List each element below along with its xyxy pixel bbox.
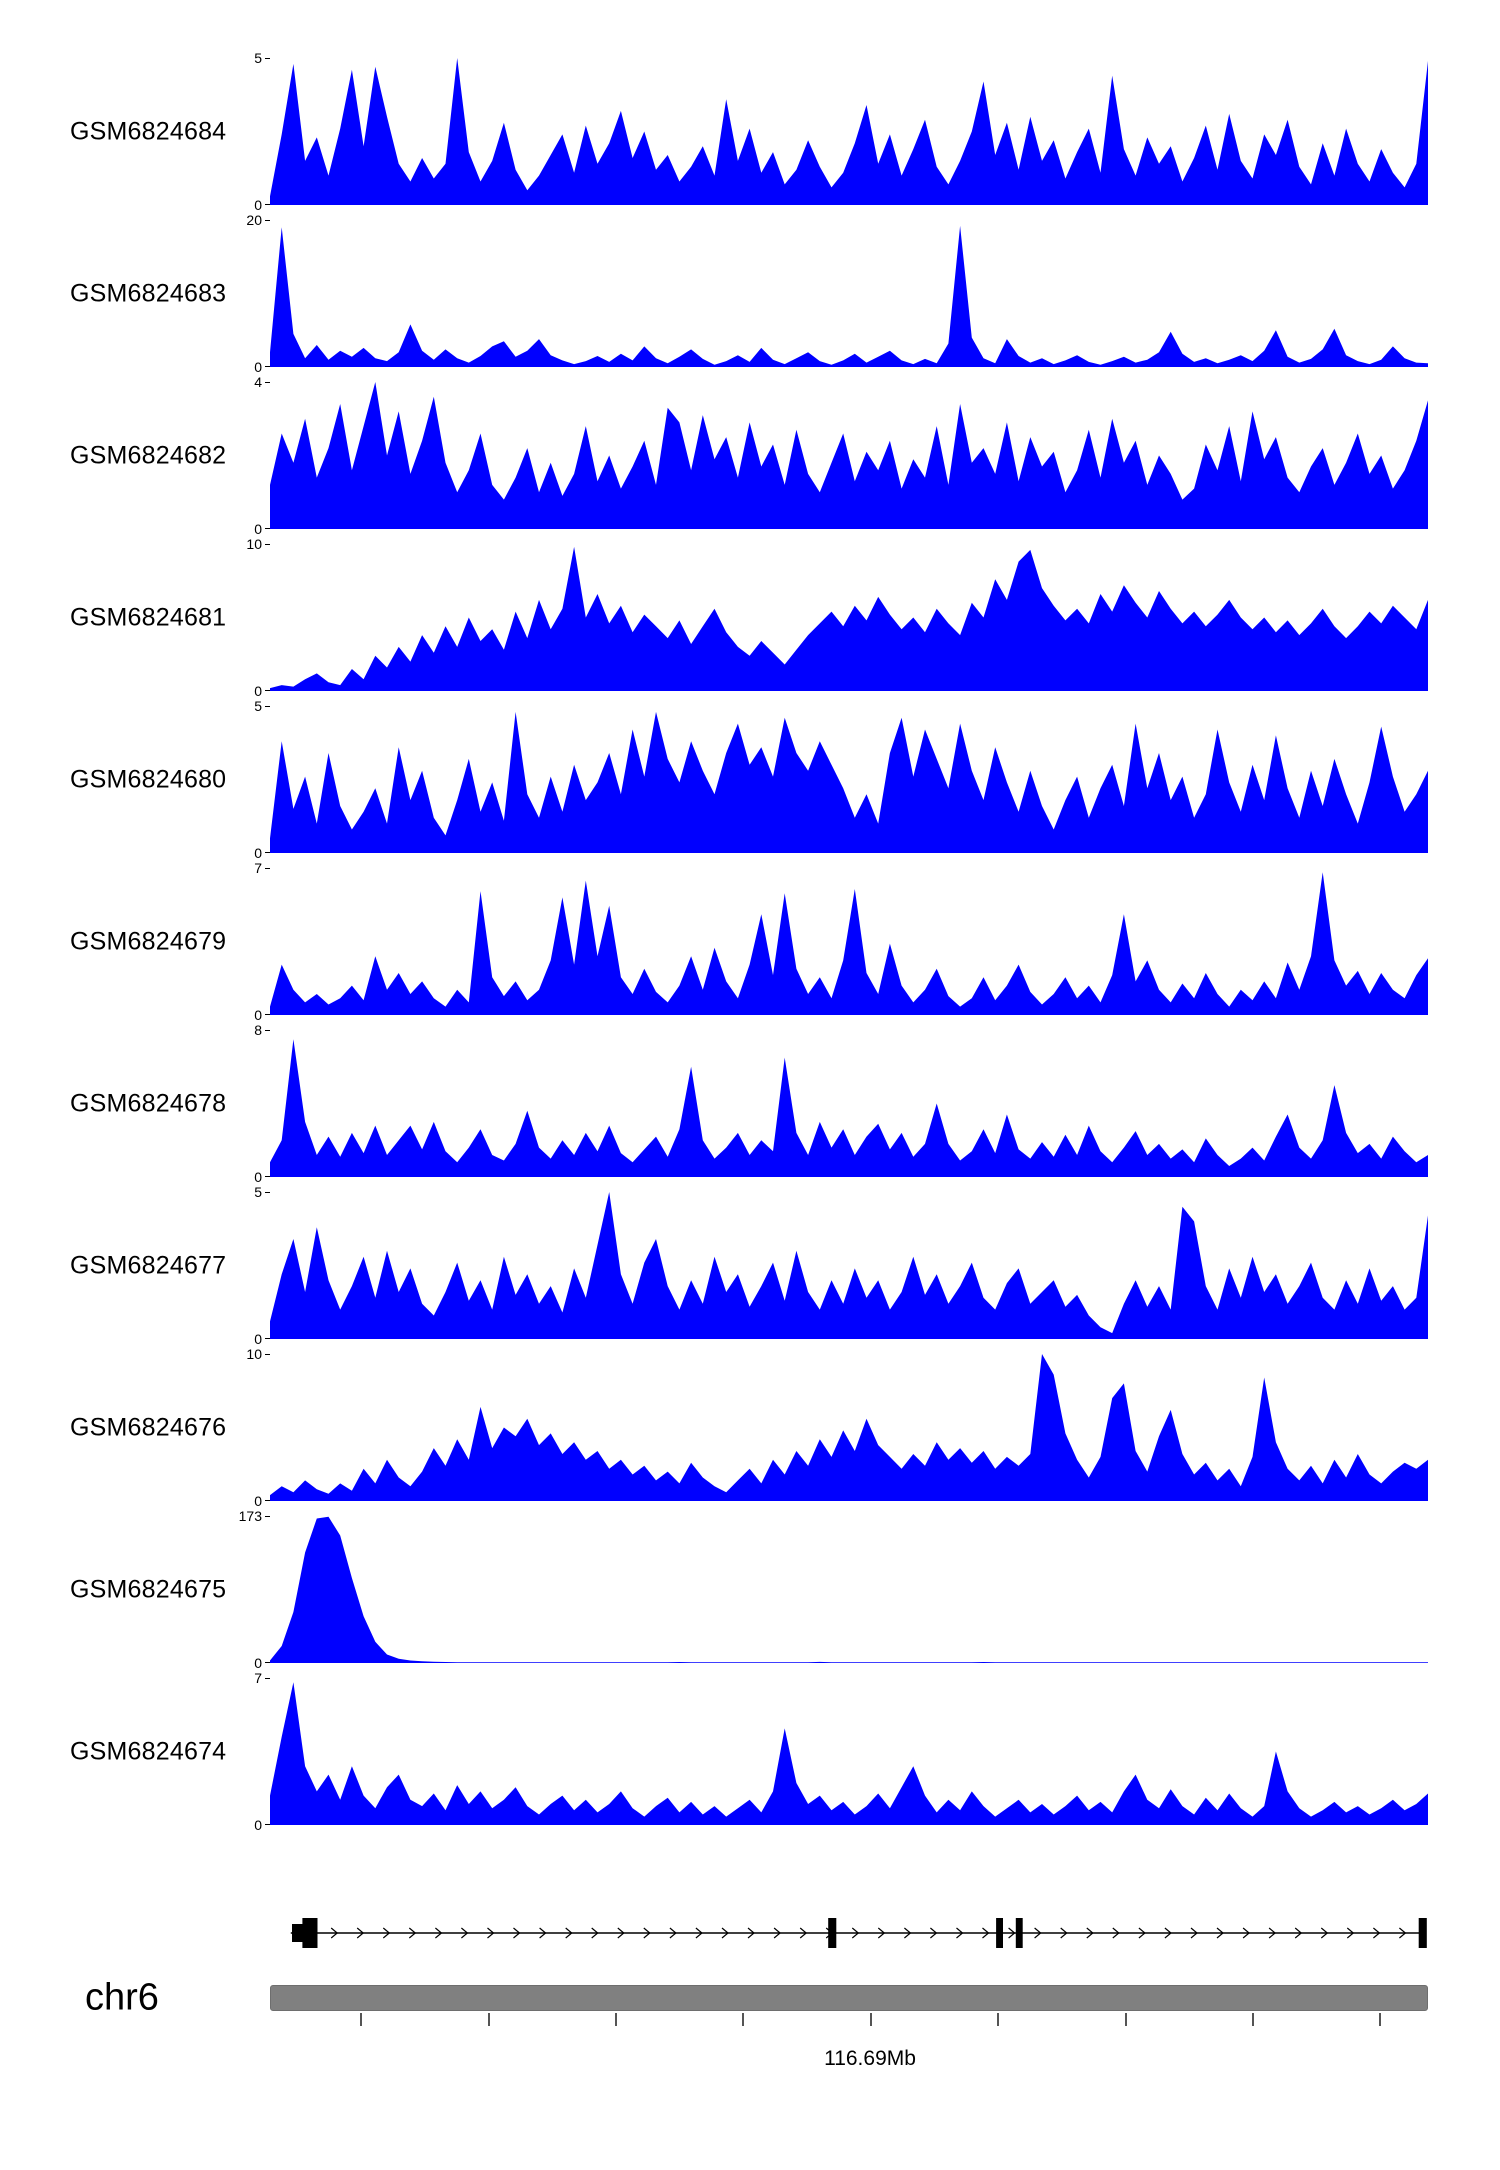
y-axis-max-label: 5	[254, 1184, 262, 1200]
y-axis-tick	[265, 1678, 270, 1679]
y-axis-max-label: 10	[246, 536, 262, 552]
y-axis-tick	[265, 852, 270, 853]
track-label: GSM6824677	[70, 1251, 227, 1279]
track-label: GSM6824675	[70, 1575, 227, 1603]
chromosome-row: chr6	[0, 1977, 1500, 2019]
y-axis-zero-label: 0	[254, 1169, 262, 1185]
coverage-plot	[270, 382, 1428, 529]
y-axis-tick	[265, 1516, 270, 1517]
y-axis-max-label: 20	[246, 212, 262, 228]
axis-tick	[997, 2013, 999, 2026]
axis-tick	[1252, 2013, 1254, 2026]
y-axis-max-label: 7	[254, 860, 262, 876]
genome-position-label: 116.69Mb	[824, 2047, 916, 2070]
y-axis-tick	[265, 382, 270, 383]
signal-track: GSM6824676 10 0	[0, 1347, 1500, 1508]
gene-model-track	[270, 1905, 1428, 1961]
coverage-plot	[270, 1516, 1428, 1663]
track-label: GSM6824682	[70, 441, 227, 469]
y-axis-tick	[265, 366, 270, 367]
track-label: GSM6824683	[70, 279, 227, 307]
y-axis-tick	[265, 1824, 270, 1825]
coverage-plot	[270, 220, 1428, 367]
y-axis-zero-label: 0	[254, 521, 262, 537]
coverage-plot	[270, 1354, 1428, 1501]
track-label: GSM6824674	[70, 1737, 227, 1765]
y-axis-tick	[265, 1014, 270, 1015]
y-axis-tick	[265, 220, 270, 221]
y-axis-tick	[265, 204, 270, 205]
y-axis-max-label: 173	[238, 1508, 262, 1524]
axis-tick	[870, 2013, 872, 2026]
axis-tick	[1379, 2013, 1381, 2026]
axis-tick	[742, 2013, 744, 2026]
y-axis-tick	[265, 1030, 270, 1031]
tracks-container: GSM6824684 5 0 GSM6824683 20 0 GSM6824682 4 0 GSM…	[0, 51, 1500, 1832]
y-axis-tick	[265, 528, 270, 529]
y-axis-tick	[265, 690, 270, 691]
genome-axis: 116.69Mb	[0, 2011, 1500, 2081]
track-label: GSM6824678	[70, 1089, 227, 1117]
y-axis-zero-label: 0	[254, 845, 262, 861]
track-label: GSM6824681	[70, 603, 227, 631]
y-axis-max-label: 7	[254, 1670, 262, 1686]
y-axis-tick	[265, 1338, 270, 1339]
signal-track: GSM6824674 7 0	[0, 1671, 1500, 1832]
coverage-plot	[270, 706, 1428, 853]
gene-model	[290, 1918, 1427, 1948]
signal-track: GSM6824680 5 0	[0, 699, 1500, 860]
track-label: GSM6824680	[70, 765, 227, 793]
signal-track: GSM6824681 10 0	[0, 537, 1500, 698]
y-axis-max-label: 8	[254, 1022, 262, 1038]
axis-tick	[360, 2013, 362, 2026]
y-axis-tick	[265, 544, 270, 545]
axis-tick	[488, 2013, 490, 2026]
chromosome-name: chr6	[85, 1976, 159, 2019]
y-axis-tick	[265, 706, 270, 707]
y-axis-zero-label: 0	[254, 1493, 262, 1509]
coverage-plot	[270, 58, 1428, 205]
signal-track: GSM6824684 5 0	[0, 51, 1500, 212]
signal-track: GSM6824682 4 0	[0, 375, 1500, 536]
y-axis-zero-label: 0	[254, 1007, 262, 1023]
y-axis-tick	[265, 1176, 270, 1177]
signal-track: GSM6824677 5 0	[0, 1185, 1500, 1346]
y-axis-max-label: 5	[254, 50, 262, 66]
y-axis-tick	[265, 1500, 270, 1501]
y-axis-zero-label: 0	[254, 683, 262, 699]
y-axis-tick	[265, 868, 270, 869]
y-axis-zero-label: 0	[254, 197, 262, 213]
coverage-plot	[270, 544, 1428, 691]
track-label: GSM6824676	[70, 1413, 227, 1441]
signal-track: GSM6824675 173 0	[0, 1509, 1500, 1670]
y-axis-zero-label: 0	[254, 1331, 262, 1347]
signal-track: GSM6824679 7 0	[0, 861, 1500, 1022]
chromosome-ideogram	[270, 1985, 1428, 2011]
y-axis-zero-label: 0	[254, 359, 262, 375]
y-axis-tick	[265, 58, 270, 59]
coverage-plot	[270, 1192, 1428, 1339]
track-label: GSM6824684	[70, 117, 227, 145]
y-axis-zero-label: 0	[254, 1817, 262, 1833]
axis-tick	[615, 2013, 617, 2026]
signal-track: GSM6824683 20 0	[0, 213, 1500, 374]
y-axis-max-label: 10	[246, 1346, 262, 1362]
y-axis-tick	[265, 1192, 270, 1193]
signal-track: GSM6824678 8 0	[0, 1023, 1500, 1184]
axis-tick	[1125, 2013, 1127, 2026]
y-axis-max-label: 5	[254, 698, 262, 714]
coverage-plot	[270, 1030, 1428, 1177]
track-label: GSM6824679	[70, 927, 227, 955]
y-axis-max-label: 4	[254, 374, 262, 390]
coverage-plot	[270, 1678, 1428, 1825]
y-axis-zero-label: 0	[254, 1655, 262, 1671]
coverage-plot	[270, 868, 1428, 1015]
y-axis-tick	[265, 1662, 270, 1663]
y-axis-tick	[265, 1354, 270, 1355]
